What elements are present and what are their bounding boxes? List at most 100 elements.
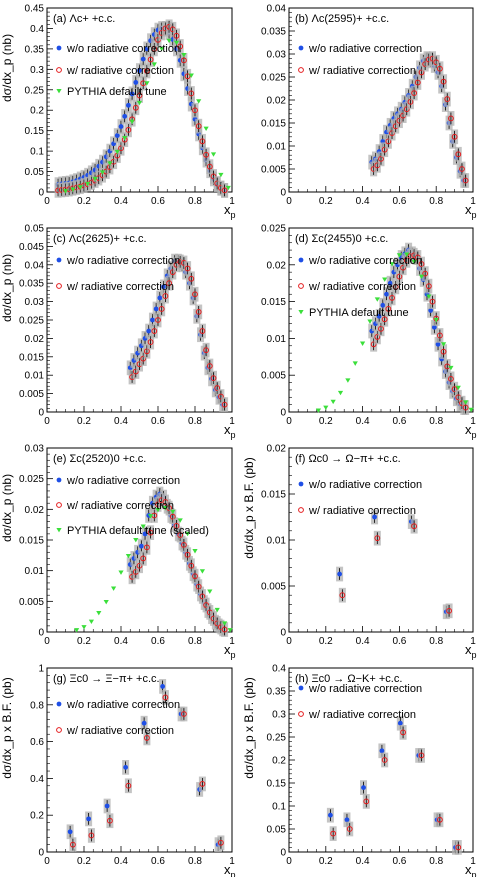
y-tick-label: 0.05: [267, 825, 287, 836]
data-point: [166, 38, 172, 44]
series-green-triangle: [74, 506, 233, 633]
y-tick-label: 0.01: [267, 334, 287, 345]
data-point: [158, 306, 165, 312]
legend-marker: [298, 685, 304, 691]
y-tick-label: 0.03: [25, 444, 45, 455]
y-tick-label: 0: [280, 848, 286, 859]
data-point: [218, 839, 224, 846]
y-tick-label: 0.3: [272, 710, 286, 721]
x-tick-label: 0.8: [429, 196, 443, 207]
data-point: [455, 385, 461, 391]
chart-title: (g) Ξc0 → Ξ−π+ +c.c.: [53, 673, 160, 685]
data-point: [125, 126, 132, 133]
data-point: [136, 562, 143, 569]
x-tick-label: 1: [229, 196, 235, 207]
data-point: [199, 569, 205, 574]
x-tick-label: 0.8: [429, 636, 443, 647]
legend-label: w/o radiative correction: [308, 479, 422, 491]
data-point: [337, 571, 342, 577]
data-point: [195, 123, 202, 130]
data-point: [451, 386, 458, 393]
data-point: [125, 553, 131, 559]
data-point: [330, 399, 336, 405]
legend-label: w/o radiative correction: [308, 683, 422, 695]
legend-label: w/o radiative correction: [66, 43, 180, 55]
data-point: [436, 65, 443, 72]
data-point: [88, 619, 94, 624]
data-point: [192, 291, 198, 298]
y-tick-label: 0.03: [267, 50, 287, 61]
chart-panel-e: 0 0.005 0.01 0.015 0.02 0.025 0.03 0 0.2 0.4 0.6 0.…: [0, 444, 236, 661]
x-tick-label: 1: [470, 636, 476, 647]
data-point: [400, 729, 406, 736]
chart-panel-c: 0 0.005 0.01 0.015 0.02 0.025 0.03 0.035 0.04 0.0…: [0, 224, 236, 441]
x-tick-label: 0.6: [151, 416, 165, 427]
legend-marker: [298, 711, 304, 717]
data-point: [99, 170, 106, 175]
data-point: [448, 115, 454, 122]
data-point: [411, 523, 418, 530]
data-point: [414, 79, 421, 86]
x-tick-label: 0.8: [188, 416, 202, 427]
chart-panel-b: 0 0.005 0.01 0.015 0.02 0.025 0.03 0.035 0.04 0 0.…: [261, 4, 477, 221]
data-point: [392, 283, 399, 290]
legend-label: w/ radiative correction: [66, 500, 174, 512]
data-point: [181, 542, 187, 548]
data-point: [140, 524, 146, 529]
plot-frame: [46, 667, 233, 853]
y-tick-label: 0.25: [267, 733, 287, 744]
y-tick-label: 0: [280, 628, 286, 639]
x-axis-label: xp: [465, 422, 477, 440]
data-point: [173, 32, 180, 39]
x-tick-label: 0.6: [392, 856, 406, 867]
data-point: [132, 104, 139, 111]
plot-frame: [288, 667, 474, 853]
data-point: [221, 626, 228, 633]
data-point: [88, 832, 95, 839]
data-point: [389, 295, 395, 301]
legend-marker: [298, 67, 304, 73]
data-point: [225, 185, 231, 191]
x-tick-label: 0: [286, 636, 292, 647]
y-tick-label: 0.25: [25, 85, 45, 96]
data-point: [144, 735, 150, 741]
y-tick-label: 0.4: [30, 774, 44, 785]
x-axis-subscript: p: [231, 650, 236, 660]
legend-marker: [56, 283, 62, 289]
data-point: [162, 293, 169, 299]
data-point: [436, 816, 443, 823]
data-point: [378, 325, 384, 332]
data-point: [122, 113, 128, 119]
y-tick-label: 0.035: [261, 27, 286, 38]
legend-label: w/ radiative correction: [308, 65, 416, 77]
y-tick-label: 0.025: [261, 224, 286, 235]
data-point: [221, 187, 228, 194]
data-point: [433, 318, 439, 323]
x-axis-subscript: p: [231, 210, 236, 220]
chart-panel-f: 0 0.005 0.01 0.015 0.02 0 0.2 0.4 0.6 0.8 1xp dσ/dx…: [242, 444, 477, 661]
data-point: [148, 514, 154, 519]
x-tick-label: 0.4: [114, 196, 128, 207]
x-tick-label: 0: [44, 636, 50, 647]
legend: w/o radiative correction w/ radiative cor…: [298, 255, 422, 319]
data-point: [184, 73, 191, 80]
y-tick-label: 0.4: [272, 664, 286, 675]
data-point: [104, 803, 110, 809]
data-point: [360, 341, 366, 346]
data-point: [118, 124, 124, 129]
legend-marker: [56, 45, 62, 51]
legend-marker: [56, 257, 62, 263]
data-point: [429, 298, 436, 305]
y-tick-label: 0.005: [19, 389, 44, 400]
series-red-circle: [128, 254, 229, 412]
legend-marker: [298, 283, 304, 289]
y-tick-label: 0: [38, 408, 44, 419]
x-tick-label: 0.4: [356, 856, 370, 867]
data-point: [376, 313, 382, 319]
data-point: [407, 98, 414, 105]
x-tick-label: 0.8: [188, 196, 202, 207]
legend-label: PYTHIA default tune: [67, 86, 167, 98]
data-point: [70, 841, 76, 848]
legend-marker: [56, 89, 62, 94]
